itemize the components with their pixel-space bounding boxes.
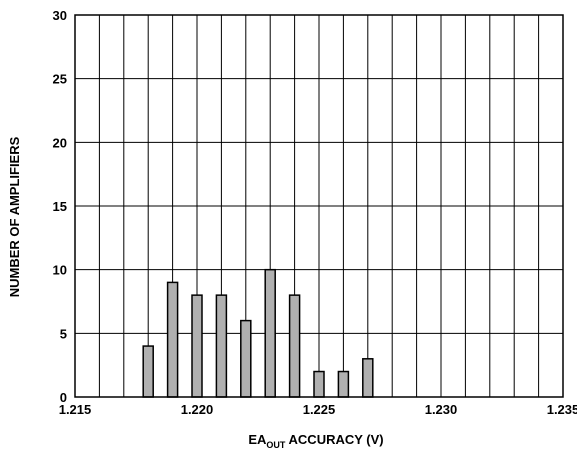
x-tick-label: 1.230: [425, 402, 458, 417]
y-tick-label: 5: [60, 326, 67, 341]
x-axis-label: EAOUT ACCURACY (V): [248, 432, 383, 450]
x-tick-label: 1.235: [547, 402, 577, 417]
bar: [215, 294, 228, 398]
bar: [240, 319, 252, 398]
x-axis-label-main: EA: [248, 432, 267, 447]
y-tick-label: 0: [60, 390, 67, 405]
bar: [166, 281, 179, 398]
y-tick-label: 10: [53, 263, 67, 278]
plot-frame: [74, 14, 564, 398]
y-axis-label: NUMBER OF AMPLIFIERS: [7, 136, 22, 297]
y-tick-label: 20: [53, 135, 67, 150]
bar: [288, 294, 301, 398]
x-tick-label: 1.225: [303, 402, 336, 417]
bar: [191, 294, 203, 398]
bar: [313, 370, 325, 398]
y-tick-labels: 0 5 10 15 20 25 30: [53, 8, 67, 405]
x-axis-label-subscript: OUT: [266, 440, 286, 450]
x-axis-label-rest: ACCURACY (V): [285, 432, 383, 447]
y-tick-label: 30: [53, 8, 67, 23]
x-tick-label: 1.220: [181, 402, 214, 417]
grid: [75, 15, 563, 397]
bar: [337, 370, 350, 398]
y-tick-label: 15: [53, 199, 67, 214]
y-tick-label: 25: [53, 72, 67, 87]
bar: [142, 345, 154, 398]
x-tick-label: 1.215: [59, 402, 92, 417]
x-tick-labels: 1.215 1.220 1.225 1.230 1.235: [59, 402, 577, 417]
bar: [362, 358, 374, 398]
bar: [264, 268, 276, 398]
